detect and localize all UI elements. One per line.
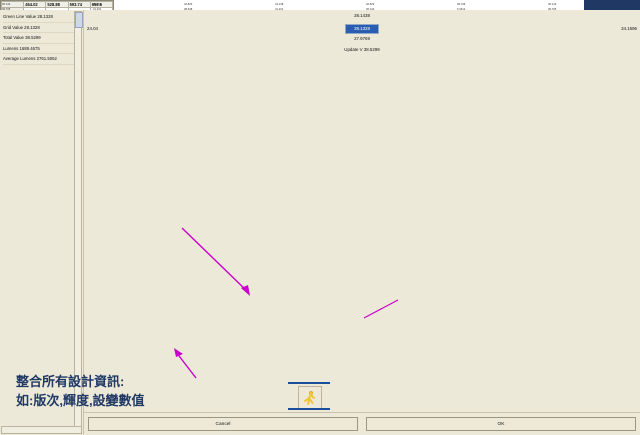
ok-button[interactable]: OK xyxy=(366,417,636,431)
list-item: Lumens 1689.4675 xyxy=(3,44,81,55)
update-label: Update V xyxy=(344,47,363,52)
matrix-cell[interactable]: 41.231 xyxy=(275,8,365,11)
left-neighbour-value: 24.04 xyxy=(87,26,98,31)
annotation-line-2: 如:版次,輝度,設變數值 xyxy=(16,393,145,408)
matrix-cell[interactable]: 44.138 xyxy=(275,3,284,6)
list-item: Total Value 38.5299 xyxy=(3,33,81,44)
matrix-cell[interactable]: 36.142 xyxy=(366,8,456,11)
vertical-scrollbar[interactable] xyxy=(74,11,83,427)
neighbour-values: 28.1438 24.04 28.1328 34.1596 27.9769 Up… xyxy=(84,10,640,58)
matrix-cell[interactable]: 36.142 xyxy=(548,3,557,6)
table-header-row: 464.02 528.88 593.74 658.6 xyxy=(0,1,114,8)
dialog-value-list[interactable]: Green Line Value 28.1328 Grid Value 28.1… xyxy=(0,10,84,435)
matrix-cell[interactable]: 6.3312 xyxy=(457,8,547,11)
matrix-row[interactable]: 39.70541.23138.64841.23136.1426.331239.7… xyxy=(2,7,638,12)
scrollbar-thumb[interactable] xyxy=(75,12,83,28)
matrix-cell[interactable]: 39.705 xyxy=(2,8,92,11)
divider-line-top xyxy=(288,382,330,384)
table-col-header: 658.6 xyxy=(89,1,114,8)
cancel-button[interactable]: Cancel xyxy=(88,417,358,431)
matrix-cell[interactable]: 39.705 xyxy=(93,3,102,6)
player-grid-value-dialog[interactable]: PlayerGridValue Green Line Value 28.1328… xyxy=(0,10,640,435)
matrix-cell[interactable]: 38.648 xyxy=(184,8,274,11)
divider-line-bottom xyxy=(288,408,330,410)
matrix-cell[interactable]: 39.705 xyxy=(548,8,638,11)
runner-icon xyxy=(304,390,315,405)
run-app-icon[interactable] xyxy=(298,386,322,410)
dialog-edit-pane[interactable]: 28.1438 24.04 28.1328 34.1596 27.9769 Up… xyxy=(84,10,640,435)
annotation-line-1: 整合所有設計資訊: xyxy=(16,374,125,389)
matrix-cell[interactable]: 41.231 xyxy=(93,8,183,11)
list-item: Green Line Value 28.1328 xyxy=(3,12,81,23)
matrix-cell[interactable]: 42.823 xyxy=(366,3,375,6)
horizontal-scrollbar[interactable] xyxy=(1,426,82,434)
update-value-row: Update V 38.5299 xyxy=(84,47,640,52)
list-item: Grid Value 28.1328 xyxy=(3,23,81,34)
list-item: Average Lumens 2761.5062 xyxy=(3,54,81,65)
annotation-text: 整合所有設計資訊: 如:版次,輝度,設變數值 xyxy=(16,372,145,410)
right-neighbour-value: 34.1596 xyxy=(621,26,637,31)
dialog-body: Green Line Value 28.1328 Grid Value 28.1… xyxy=(0,10,640,435)
bottom-neighbour-value: 27.9769 xyxy=(354,36,370,41)
dialog-buttons[interactable]: Cancel OK xyxy=(84,412,640,435)
matrix-cell[interactable]: 42.823 xyxy=(184,3,193,6)
center-value-input[interactable]: 28.1328 xyxy=(345,24,379,34)
corner-accent-bar xyxy=(584,0,640,11)
top-neighbour-value: 28.1438 xyxy=(354,13,370,18)
table-col-header: 528.88 xyxy=(45,1,69,8)
matrix-cell[interactable]: 36.142 xyxy=(2,3,11,6)
matrix-cell[interactable]: 39.705 xyxy=(457,3,466,6)
matrix-row[interactable]: 36.142 39.705 42.823 44.138 42.823 39.705 36.1… xyxy=(2,2,638,7)
update-value: 38.5299 xyxy=(363,47,380,52)
